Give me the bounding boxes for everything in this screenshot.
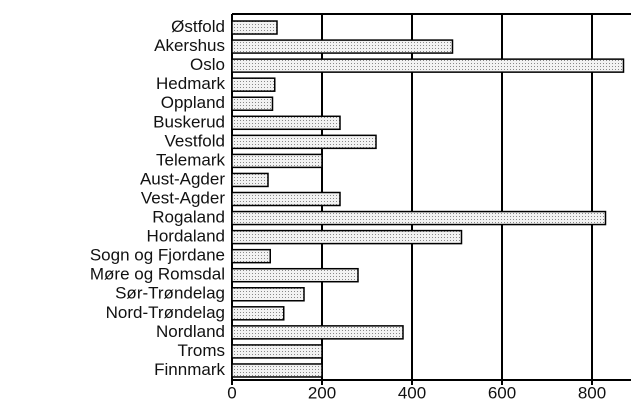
- y-tick-label: Telemark: [156, 150, 225, 169]
- bar: [231, 267, 359, 283]
- y-tick-label: Buskerud: [153, 112, 225, 131]
- y-tick-label: Sør-Trøndelag: [115, 284, 225, 303]
- y-tick-label: Østfold: [171, 17, 225, 36]
- bar: [231, 229, 463, 245]
- x-tick-label: 400: [398, 383, 426, 402]
- x-tick-label: 600: [488, 383, 516, 402]
- y-tick-label: Aust-Agder: [140, 169, 225, 188]
- x-tick-label: 200: [308, 383, 336, 402]
- x-tick-label: 800: [578, 383, 606, 402]
- bar: [231, 134, 377, 150]
- bar: [231, 306, 285, 321]
- bar: [231, 77, 276, 92]
- y-tick-label: Troms: [177, 341, 225, 360]
- bar: [231, 248, 271, 264]
- bar: [231, 172, 269, 188]
- y-tick-label: Oslo: [190, 55, 225, 74]
- bar: [231, 363, 323, 378]
- y-tick-label: Nord-Trøndelag: [106, 303, 225, 322]
- bar: [231, 58, 625, 73]
- y-tick-label: Akershus: [154, 36, 225, 55]
- y-tick-label: Møre og Romsdal: [90, 265, 225, 284]
- x-tick-label: 0: [227, 383, 236, 402]
- y-tick-label: Finnmark: [154, 360, 225, 379]
- y-tick-label: Nordland: [156, 322, 225, 341]
- y-tick-label: Vest-Agder: [141, 188, 225, 207]
- bar: [231, 20, 278, 35]
- y-tick-label: Hordaland: [147, 227, 225, 246]
- y-tick-label: Rogaland: [152, 208, 225, 227]
- bar: [231, 210, 607, 226]
- bar: [231, 153, 323, 169]
- bar: [231, 39, 454, 54]
- bar: [231, 96, 274, 111]
- bar: [231, 115, 341, 131]
- bar: [231, 287, 305, 302]
- bar: [231, 344, 323, 359]
- y-tick-label: Oppland: [161, 93, 225, 112]
- y-tick-label: Hedmark: [156, 74, 225, 93]
- bar: [231, 325, 404, 340]
- y-tick-label: Vestfold: [165, 131, 226, 150]
- bar: [231, 191, 341, 207]
- y-tick-label: Sogn og Fjordane: [90, 246, 225, 265]
